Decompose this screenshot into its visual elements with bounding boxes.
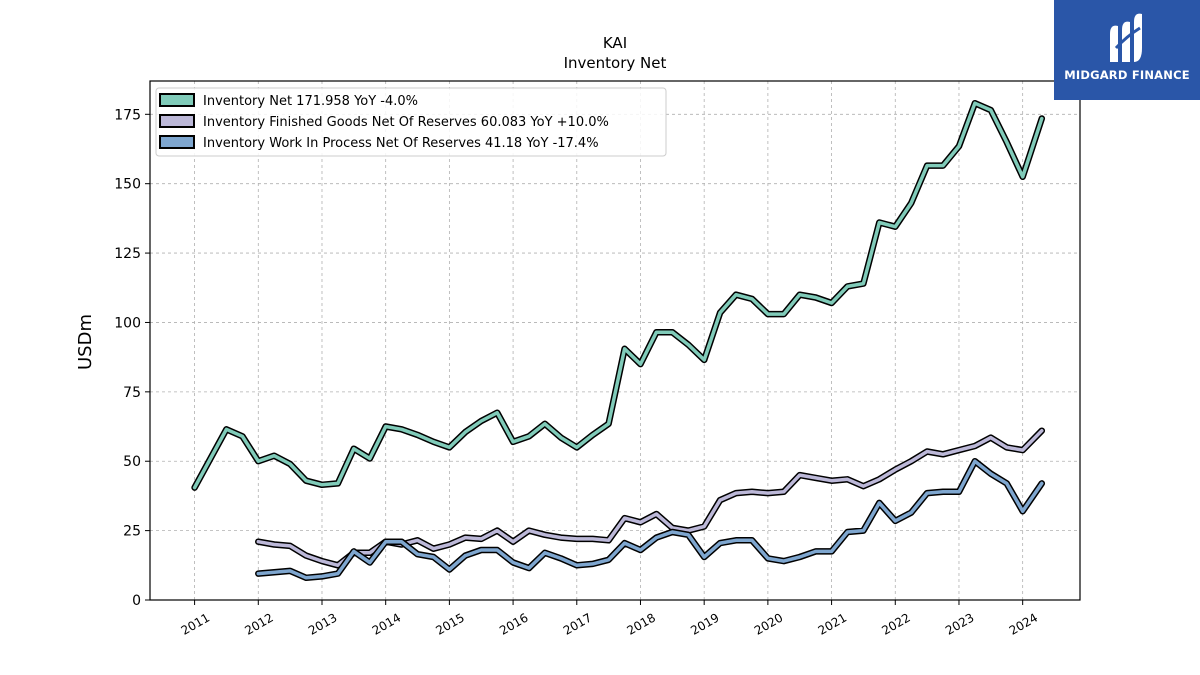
y-tick-label: 150	[114, 177, 141, 193]
midgard-logo-icon	[1110, 13, 1142, 62]
series-lines	[191, 99, 1046, 582]
legend-swatch-3	[159, 135, 195, 149]
y-tick-label: 25	[123, 524, 141, 540]
x-tick-label: 2015	[433, 610, 466, 637]
grid-lines	[150, 81, 1080, 601]
x-tick-label: 2012	[242, 610, 275, 637]
x-tick-label: 2019	[688, 610, 721, 637]
y-tick-label: 50	[123, 454, 141, 470]
x-tick-label: 2021	[816, 610, 849, 637]
brand-logo: MIDGARD FINANCE	[1054, 0, 1200, 100]
y-tick-label: 125	[114, 246, 141, 262]
x-tick-label: 2018	[625, 610, 658, 637]
series-line-1	[192, 101, 1044, 490]
chart-title: KAI	[603, 34, 627, 52]
legend-swatch-2	[159, 114, 195, 128]
y-axis: 0 25 50 75 100 125 150 175	[114, 107, 150, 609]
legend-label-2: Inventory Finished Goods Net Of Reserves…	[203, 115, 609, 130]
y-tick-label: 100	[114, 315, 141, 331]
y-axis-label: USDm	[75, 314, 96, 370]
brand-name: MIDGARD FINANCE	[1064, 68, 1190, 82]
x-tick-label: 2011	[179, 610, 212, 637]
x-tick-label: 2024	[1007, 610, 1040, 637]
y-tick-label: 0	[132, 593, 141, 609]
legend-box	[155, 87, 667, 157]
x-tick-label: 2020	[752, 610, 785, 637]
x-tick-label: 2022	[879, 610, 912, 637]
x-tick-label: 2017	[561, 610, 594, 637]
plot-frame	[149, 80, 1081, 601]
x-tick-label: 2013	[306, 610, 339, 637]
legend-swatch-1	[159, 93, 195, 107]
x-tick-label: 2023	[943, 610, 976, 637]
x-tick-label: 2014	[370, 610, 403, 637]
legend-label-1: Inventory Net 171.958 YoY -4.0%	[203, 94, 418, 109]
x-tick-label: 2016	[497, 610, 530, 637]
y-tick-label: 175	[114, 107, 141, 123]
legend: Inventory Net 171.958 YoY -4.0% Inventory…	[155, 87, 667, 157]
x-axis: 2011 2012 2013 2014 2015 2016 2017 2018 2019 2020…	[179, 600, 1040, 638]
chart-subtitle: Inventory Net	[564, 54, 667, 72]
legend-label-3: Inventory Work In Process Net Of Reserve…	[203, 136, 599, 151]
y-tick-label: 75	[123, 385, 141, 401]
series-line-3	[256, 459, 1044, 580]
